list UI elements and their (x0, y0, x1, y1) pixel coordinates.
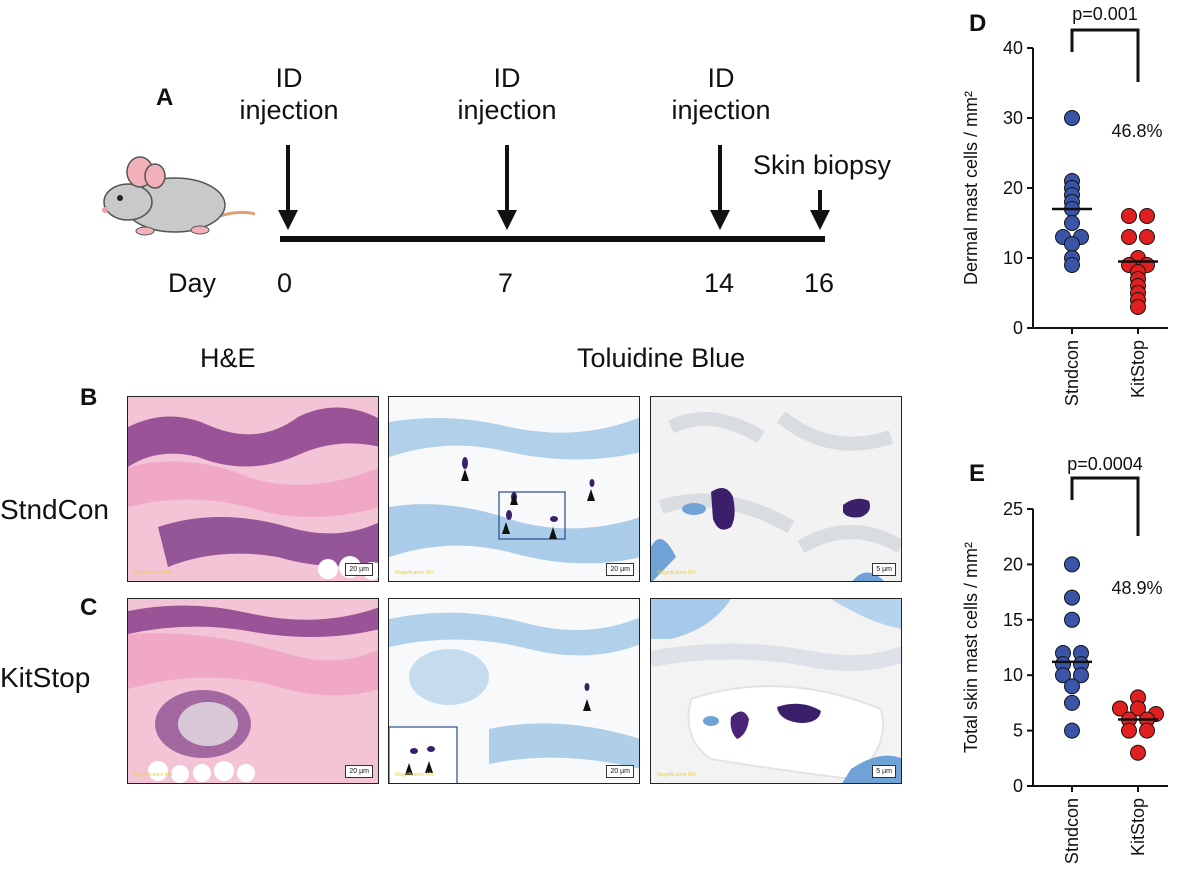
event-line2: injection (671, 95, 771, 125)
data-point (1130, 299, 1146, 315)
y-tick-label: 0 (1013, 776, 1023, 796)
timeline-day-label: Day (168, 268, 217, 298)
data-point (1064, 236, 1080, 252)
y-axis-label: Dermal mast cells / mm² (961, 91, 981, 285)
micrograph-he-stndcon: Magnification 40x 20 µm (127, 396, 379, 582)
scale-bar: 20 µm (345, 563, 373, 576)
y-tick-label: 15 (1003, 610, 1023, 630)
micrograph-tb-zoom-kitstop: Magnification 63x 5 µm (650, 598, 902, 784)
reduction-label: 46.8% (1111, 121, 1162, 141)
panel-letter-d: D (969, 10, 987, 37)
timeline-event-day0: ID injection (234, 62, 344, 126)
event-line1: ID (275, 63, 303, 93)
data-point (1064, 110, 1080, 126)
y-axis-label: Total skin mast cells / mm² (961, 542, 981, 753)
timeline-day-16: 16 (804, 268, 835, 298)
x-tick-label: Stndcon (1062, 340, 1082, 406)
significance-label: p=0.001 (1072, 4, 1138, 24)
data-point (1112, 700, 1128, 717)
column-header-toluidine-blue: Toluidine Blue (577, 343, 746, 373)
reduction-label: 48.9% (1111, 578, 1162, 598)
data-point (1064, 257, 1080, 273)
x-tick-label: KitStop (1128, 340, 1148, 398)
data-point (1121, 208, 1137, 224)
y-tick-label: 25 (1003, 499, 1023, 519)
arrow-down-icon (810, 190, 830, 230)
micrograph-tb-kitstop: Magnification 40x 20 µm (388, 598, 640, 784)
scale-bar: 20 µm (345, 765, 373, 778)
data-point (1064, 589, 1080, 606)
event-line2: injection (239, 95, 339, 125)
event-line1: ID (707, 63, 735, 93)
timeline-day-14: 14 (704, 268, 735, 298)
data-point (1064, 694, 1080, 711)
y-tick-label: 40 (1003, 38, 1023, 58)
timeline-event-day14: ID injection (666, 62, 776, 126)
scale-bar: 20 µm (606, 765, 634, 778)
row-label-stndcon: StndCon (0, 494, 109, 525)
data-point (1055, 667, 1071, 684)
scale-bar: 5 µm (872, 765, 896, 778)
column-header-he: H&E (200, 343, 256, 373)
data-point (1139, 208, 1155, 224)
x-tick-label: Stndcon (1062, 798, 1082, 864)
y-tick-label: 10 (1003, 248, 1023, 268)
panel-letter-b: B (80, 384, 98, 411)
scale-bar: 5 µm (872, 563, 896, 576)
data-point (1064, 722, 1080, 739)
chart-total-skin-mast-cells: 0 5 10 15 20 25 Total skin mast cells / mm² Stn… (961, 454, 1168, 864)
y-tick-label: 20 (1003, 178, 1023, 198)
timeline-day-7: 7 (498, 268, 514, 298)
y-tick-label: 5 (1013, 721, 1023, 741)
panel-letter-e: E (969, 460, 986, 487)
data-point (1139, 229, 1155, 245)
panel-letter-a: A (156, 84, 174, 111)
data-point (1130, 744, 1146, 761)
data-point (1064, 556, 1080, 573)
data-point (1064, 678, 1080, 695)
timeline-axis (280, 236, 825, 242)
panel-letter-c: C (80, 594, 98, 621)
significance-bracket (1070, 476, 1140, 536)
data-point (1130, 700, 1146, 717)
arrow-down-icon (278, 145, 298, 230)
scale-bar: 20 µm (606, 563, 634, 576)
event-line2: injection (457, 95, 557, 125)
mouse-illustration (100, 150, 260, 240)
chart-dermal-mast-cells: 0 10 20 30 40 Dermal mast cells / mm² Stndcon K… (961, 4, 1168, 406)
significance-bracket (1070, 28, 1140, 82)
data-point (1073, 667, 1089, 684)
timeline-event-day7: ID injection (452, 62, 562, 126)
arrow-down-icon (497, 145, 517, 230)
micrograph-tb-zoom-stndcon: Magnification 63x 5 µm (650, 396, 902, 582)
timeline-event-day16: Skin biopsy (752, 150, 892, 180)
significance-label: p=0.0004 (1067, 454, 1143, 474)
y-tick-label: 20 (1003, 554, 1023, 574)
data-point (1121, 722, 1137, 739)
x-tick-label: KitStop (1128, 798, 1148, 856)
row-label-kitstop: KitStop (0, 662, 91, 693)
data-point (1064, 611, 1080, 628)
timeline-arrows (278, 145, 830, 230)
micrograph-tb-stndcon: Magnification 40x 20 µm (388, 396, 640, 582)
micrograph-he-kitstop: Magnification 40x 20 µm (127, 598, 379, 784)
y-tick-label: 30 (1003, 108, 1023, 128)
arrow-down-icon (710, 145, 730, 230)
data-point (1139, 722, 1155, 739)
event-line1: ID (493, 63, 521, 93)
y-tick-label: 10 (1003, 665, 1023, 685)
y-tick-label: 0 (1013, 318, 1023, 338)
timeline-day-0: 0 (277, 268, 293, 298)
data-point (1064, 215, 1080, 231)
data-point (1121, 229, 1137, 245)
